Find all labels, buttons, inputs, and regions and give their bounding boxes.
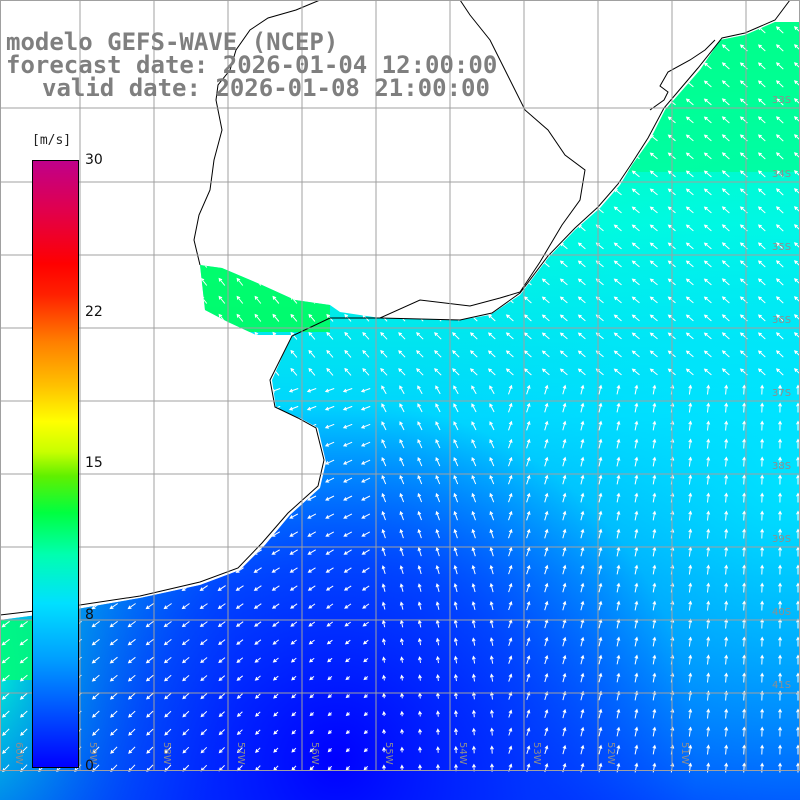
colorbar-tick-label: 30	[85, 152, 103, 168]
colorbar-tick-label: 15	[85, 455, 103, 471]
colorbar-frame	[32, 160, 79, 768]
longitude-labels: 60W 59W 58W 57W 56W 55W 54W 53W 52W 51W	[13, 742, 690, 765]
colorbar-tick-label: 0	[85, 758, 94, 774]
longitude-label: 59W	[87, 742, 98, 765]
valid-date: valid date: 2026-01-08 21:00:00	[42, 74, 490, 102]
colorbar-units: [m/s]	[32, 133, 72, 148]
latitude-label: 39S	[772, 534, 791, 545]
river-coast	[193, 0, 321, 266]
longitude-label: 53W	[531, 742, 542, 765]
colorbar-tick-label: 22	[85, 303, 103, 320]
latitude-label: 41S	[772, 680, 791, 691]
latitude-label: 35S	[772, 242, 791, 253]
latitude-label: 40S	[772, 607, 791, 618]
latitude-label: 36S	[772, 315, 791, 326]
forecast-date: forecast date: 2026-01-04 12:00:00	[6, 51, 498, 79]
latitude-label: 37S	[772, 388, 791, 399]
lat-lon-grid	[0, 0, 800, 771]
longitude-label: 51W	[679, 742, 690, 765]
longitude-label: 52W	[605, 742, 616, 765]
longitude-label: 60W	[13, 742, 24, 765]
latitude-label: 33S	[772, 95, 791, 106]
longitude-label: 54W	[457, 742, 468, 765]
colorbar	[33, 161, 78, 767]
longitude-label: 57W	[235, 742, 246, 765]
longitude-label: 55W	[383, 742, 394, 765]
latitude-label: 34S	[772, 169, 791, 180]
coastline	[0, 0, 791, 616]
colorbar-tick-label: 8	[85, 606, 94, 623]
model-title: modelo GEFS-WAVE (NCEP)	[6, 28, 339, 56]
longitude-label: 58W	[161, 742, 172, 765]
lagoon-outline	[649, 39, 716, 111]
longitude-label: 56W	[309, 742, 320, 765]
latitude-labels: 33S 34S 35S 36S 37S 38S 39S 40S 41S	[772, 95, 791, 691]
uruguay-coast	[379, 0, 586, 319]
latitude-label: 38S	[772, 461, 791, 472]
